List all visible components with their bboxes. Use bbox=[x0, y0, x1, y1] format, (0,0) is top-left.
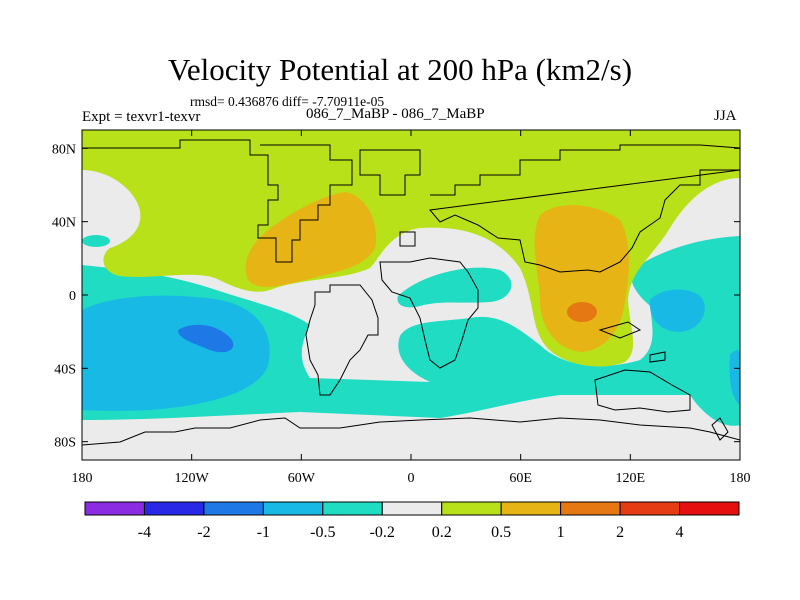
colorbar-swatch bbox=[619, 501, 681, 516]
colorbar-swatch bbox=[679, 501, 740, 516]
new-zealand-outline bbox=[711, 417, 729, 441]
colorbar-swatch bbox=[322, 501, 383, 516]
colorbar-label: 4 bbox=[676, 524, 684, 541]
lat-tick-label: 40N bbox=[52, 216, 76, 231]
eurasia-outline bbox=[399, 231, 416, 247]
colorbar-swatch bbox=[84, 501, 145, 516]
colorbar-label: -0.5 bbox=[310, 524, 335, 541]
colorbar-swatch bbox=[262, 501, 324, 516]
chart-title: Velocity Potential at 200 hPa (km2/s) bbox=[167, 52, 633, 87]
continent-outlines bbox=[82, 139, 740, 446]
se-asia-islands-outline bbox=[598, 321, 642, 339]
lon-tick-label: 180 bbox=[72, 471, 93, 486]
blue-east-edge bbox=[729, 350, 740, 405]
colorbar-swatch bbox=[441, 501, 502, 516]
asia-outline bbox=[429, 144, 740, 273]
colorbar-swatch bbox=[203, 501, 264, 516]
colorbar-label: 1 bbox=[557, 524, 565, 541]
greenland-outline bbox=[359, 149, 421, 196]
indonesia-outline bbox=[649, 351, 666, 363]
colorbar-swatch bbox=[143, 501, 205, 516]
colorbar-swatch bbox=[500, 501, 562, 516]
lon-tick-label: 0 bbox=[408, 471, 415, 486]
africa-outline bbox=[379, 257, 479, 369]
lon-tick-label: 60E bbox=[509, 471, 532, 486]
australia-outline bbox=[594, 369, 691, 413]
blue-southeast-pacific bbox=[82, 295, 270, 411]
colorbar: -4 -2 -1 -0.5 -0.2 0.2 0.5 1 2 4 bbox=[84, 501, 740, 541]
stats-line: rmsd= 0.436876 diff= -7.70911e-05 bbox=[190, 94, 385, 109]
lon-tick-label: 120W bbox=[175, 471, 210, 486]
lat-tick-label: 80S bbox=[54, 436, 76, 451]
comparison-label: 086_7_MaBP - 086_7_MaBP bbox=[306, 106, 485, 122]
lon-tick-label: 60W bbox=[288, 471, 316, 486]
colorbar-swatch bbox=[560, 501, 621, 516]
lat-tick-label: 80N bbox=[52, 142, 76, 157]
cyan-atlantic-tongue bbox=[397, 267, 512, 308]
colorbar-label: 0.2 bbox=[432, 524, 452, 541]
contour-fill-layer bbox=[82, 130, 740, 460]
cyan-north-blob bbox=[82, 235, 110, 247]
north-america-outline bbox=[82, 139, 353, 263]
blue-west-pacific bbox=[649, 289, 705, 332]
colorbar-label: -4 bbox=[138, 524, 151, 541]
lat-tick-label: 40S bbox=[54, 362, 76, 377]
gold-cell-east bbox=[534, 205, 629, 352]
experiment-label: Expt = texvr1-texvr bbox=[82, 109, 201, 125]
axis-ticks: 80N 40N 0 40S 80S 180 120W 60W 0 60E 120E 180 bbox=[52, 130, 751, 486]
lat-tick-label: 0 bbox=[69, 289, 76, 304]
colorbar-label: 2 bbox=[616, 524, 624, 541]
colorbar-label: -0.2 bbox=[370, 524, 395, 541]
gold-cell-west bbox=[245, 192, 377, 287]
season-label: JJA bbox=[714, 108, 737, 124]
south-america-outline bbox=[305, 284, 379, 396]
colorbar-label: -2 bbox=[197, 524, 210, 541]
orange-core bbox=[567, 302, 597, 322]
colorbar-label: 0.5 bbox=[491, 524, 511, 541]
colorbar-swatch bbox=[381, 501, 443, 516]
colorbar-label: -1 bbox=[257, 524, 270, 541]
dark-blue-core bbox=[178, 324, 234, 353]
lon-tick-label: 120E bbox=[616, 471, 646, 486]
cyan-west-pacific-patch bbox=[631, 236, 740, 310]
lon-tick-label: 180 bbox=[730, 471, 751, 486]
antarctica-outline bbox=[82, 417, 740, 446]
